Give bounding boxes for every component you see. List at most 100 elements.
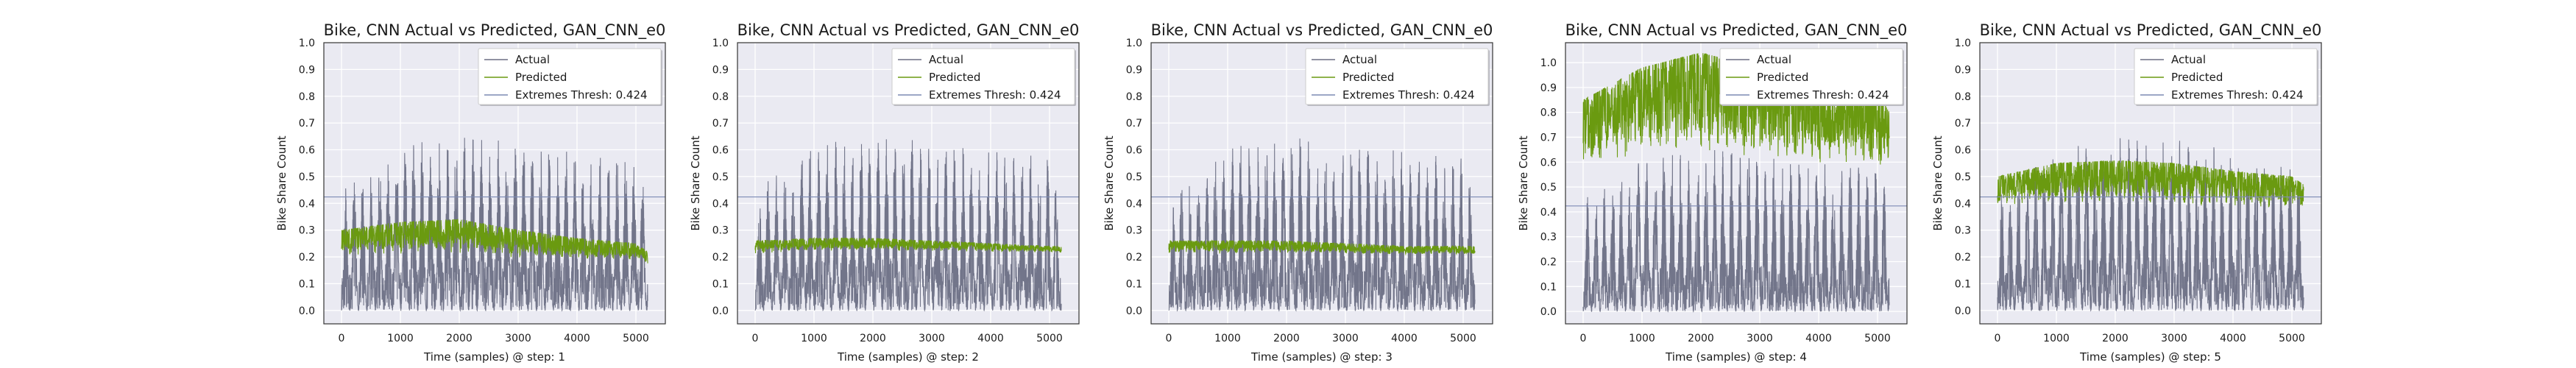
y-tick-label: 0.6 <box>299 145 315 157</box>
legend-predicted-label: Predicted <box>1342 71 1394 84</box>
x-tick-label: 2000 <box>446 333 473 344</box>
x-tick-label: 1000 <box>387 333 414 344</box>
legend-box <box>891 48 1075 105</box>
y-tick-label: 1.0 <box>299 38 315 49</box>
subplot-4: 0.0 0.1 0.2 0.3 0.4 0.5 0.6 0.7 0.8 0.9 1.0 0 1000 20… <box>1517 21 1908 364</box>
x-tick-label: 0 <box>752 333 759 344</box>
y-tick-label: 1.0 <box>1955 38 1971 49</box>
legend: Actual Predicted Extremes Thresh: 0.424 <box>1305 48 1490 106</box>
y-tick-label: 0.7 <box>299 118 315 130</box>
y-tick-label: 0.1 <box>1955 278 1971 290</box>
y-tick-label: 0.0 <box>712 305 729 317</box>
y-axis-label: Bike Share Count <box>1517 135 1530 230</box>
subplot-1: 0.0 0.1 0.2 0.3 0.4 0.5 0.6 0.7 0.8 0.9 1.0 0 1000 20… <box>275 21 666 364</box>
x-axis-label: Time (samples) @ step: 1 <box>423 350 565 364</box>
axes-frame <box>1150 42 1493 325</box>
y-tick-label: 0.6 <box>1126 145 1142 157</box>
x-tick-label: 1000 <box>1214 333 1241 344</box>
series-actual-line <box>341 138 648 312</box>
y-tick-label: 0.5 <box>712 171 729 183</box>
y-tick-label: 0.3 <box>299 225 315 237</box>
x-tick-label: 5000 <box>1864 333 1891 344</box>
chart-title: Bike, CNN Actual vs Predicted, GAN_CNN_e… <box>1980 21 2322 40</box>
legend-predicted-label: Predicted <box>1757 71 1808 84</box>
legend-actual-label: Actual <box>515 53 550 66</box>
x-tick-label: 0 <box>1166 333 1172 344</box>
y-tick-label: 0.2 <box>1955 252 1971 263</box>
x-tick-label: 2000 <box>1273 333 1300 344</box>
legend-predicted-label: Predicted <box>515 71 567 84</box>
x-tick-label: 3000 <box>919 333 945 344</box>
legend-box <box>2134 48 2318 105</box>
x-tick-label: 3000 <box>1747 333 1773 344</box>
x-tick-label: 3000 <box>1332 333 1359 344</box>
y-tick-label: 0.7 <box>712 118 729 130</box>
chart-title: Bike, CNN Actual vs Predicted, GAN_CNN_e… <box>1565 21 1908 40</box>
x-axis-label: Time (samples) @ step: 4 <box>1665 350 1807 364</box>
y-tick-label: 0.4 <box>1540 207 1557 219</box>
y-tick-label: 0.4 <box>299 198 315 210</box>
y-tick-label: 0.0 <box>1955 305 1971 317</box>
legend: Actual Predicted Extremes Thresh: 0.424 <box>1719 48 1904 106</box>
y-tick-label: 0.0 <box>299 305 315 317</box>
series-predicted-line <box>341 219 648 263</box>
y-tick-label: 0.6 <box>712 145 729 157</box>
x-axis-label: Time (samples) @ step: 2 <box>837 350 979 364</box>
x-tick-label: 0 <box>339 333 345 344</box>
series-predicted-line <box>754 236 1062 254</box>
y-tick-label: 0.2 <box>712 252 729 263</box>
y-tick-label: 0.7 <box>1540 132 1557 144</box>
x-tick-label: 0 <box>1580 333 1587 344</box>
y-tick-label: 0.9 <box>712 64 729 76</box>
y-tick-label: 0.4 <box>1955 198 1971 210</box>
y-tick-label: 0.0 <box>1540 306 1557 318</box>
y-tick-label: 0.9 <box>1955 64 1971 76</box>
legend-threshold-label: Extremes Thresh: 0.424 <box>929 88 1061 102</box>
x-tick-label: 5000 <box>623 333 649 344</box>
y-tick-label: 0.8 <box>712 91 729 103</box>
y-tick-label: 0.8 <box>1540 107 1557 119</box>
legend-threshold-label: Extremes Thresh: 0.424 <box>1342 88 1475 102</box>
y-tick-label: 0.8 <box>299 91 315 103</box>
y-tick-label: 0.5 <box>299 171 315 183</box>
y-tick-label: 0.9 <box>1126 64 1142 76</box>
y-tick-label: 0.8 <box>1955 91 1971 103</box>
y-tick-label: 0.6 <box>1955 145 1971 157</box>
legend-box <box>1305 48 1489 105</box>
y-tick-label: 0.3 <box>1540 232 1557 244</box>
x-tick-label: 1000 <box>1629 333 1655 344</box>
y-tick-label: 1.0 <box>1540 57 1557 69</box>
y-tick-label: 0.8 <box>1126 91 1142 103</box>
x-tick-label: 3000 <box>505 333 531 344</box>
y-tick-label: 0.2 <box>1540 256 1557 268</box>
legend-actual-label: Actual <box>2171 53 2206 66</box>
y-tick-label: 0.3 <box>1126 225 1142 237</box>
legend-threshold-label: Extremes Thresh: 0.424 <box>1757 88 1889 102</box>
y-tick-label: 0.2 <box>299 252 315 263</box>
legend-actual-label: Actual <box>1342 53 1377 66</box>
chart-title: Bike, CNN Actual vs Predicted, GAN_CNN_e… <box>737 21 1080 40</box>
subplot-5: 0.0 0.1 0.2 0.3 0.4 0.5 0.6 0.7 0.8 0.9 1.0 0 1000 20… <box>1931 21 2322 364</box>
series-actual-line <box>1997 138 2304 312</box>
subplot-3: 0.0 0.1 0.2 0.3 0.4 0.5 0.6 0.7 0.8 0.9 1.0 0 1000 20… <box>1103 21 1493 364</box>
y-tick-label: 0.9 <box>1540 82 1557 94</box>
y-tick-label: 1.0 <box>1126 38 1142 49</box>
x-tick-label: 2000 <box>860 333 886 344</box>
legend-predicted-label: Predicted <box>929 71 980 84</box>
y-tick-label: 0.0 <box>1126 305 1142 317</box>
y-tick-label: 0.5 <box>1540 182 1557 194</box>
legend: Actual Predicted Extremes Thresh: 0.424 <box>2134 48 2318 106</box>
series-predicted-line <box>1997 160 2304 208</box>
axes-frame <box>1979 42 2322 325</box>
legend-threshold-label: Extremes Thresh: 0.424 <box>2171 88 2304 102</box>
y-tick-label: 0.2 <box>1126 252 1142 263</box>
legend-actual-label: Actual <box>929 53 963 66</box>
legend-predicted-label: Predicted <box>2171 71 2223 84</box>
series-actual-line <box>1168 138 1476 312</box>
y-tick-label: 0.6 <box>1540 157 1557 169</box>
legend: Actual Predicted Extremes Thresh: 0.424 <box>891 48 1076 106</box>
x-axis-label: Time (samples) @ step: 5 <box>2079 350 2221 364</box>
y-tick-label: 1.0 <box>712 38 729 49</box>
x-axis-label: Time (samples) @ step: 3 <box>1250 350 1393 364</box>
y-tick-label: 0.5 <box>1955 171 1971 183</box>
